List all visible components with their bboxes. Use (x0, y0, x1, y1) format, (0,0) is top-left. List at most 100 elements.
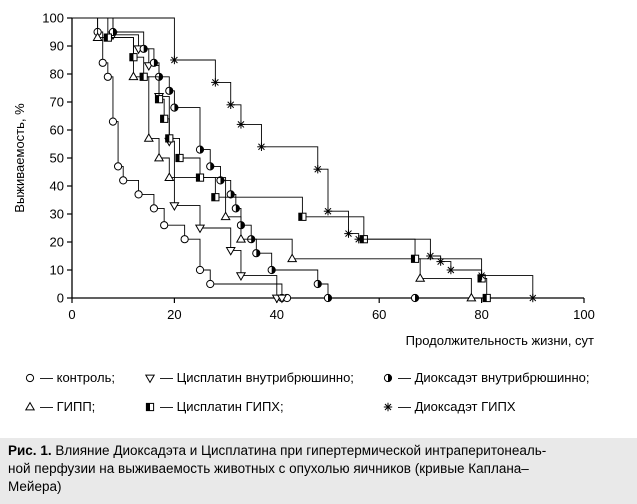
caption-line-3: Мейера) (8, 479, 62, 494)
data-point (119, 176, 128, 185)
marker-shape (149, 204, 159, 213)
data-point (195, 145, 205, 154)
data-point (235, 233, 247, 243)
marker-fill (271, 266, 276, 274)
marker-fill (240, 221, 245, 229)
marker-shape (153, 152, 165, 162)
data-point (139, 44, 148, 53)
data-point (344, 229, 353, 238)
data-point (216, 176, 225, 185)
data-point (113, 162, 123, 171)
marker-fill (256, 249, 260, 257)
marker-shape (220, 211, 231, 221)
data-point (231, 204, 240, 213)
marker-fill (160, 115, 165, 123)
data-point (482, 293, 491, 303)
y-tick-label: 40 (50, 179, 64, 194)
marker-fill (415, 294, 419, 302)
y-tick-label: 50 (50, 151, 64, 166)
marker-shape (235, 233, 247, 243)
marker-fill (196, 174, 200, 182)
marker-shape (164, 172, 175, 181)
marker-stroke (427, 252, 434, 260)
survival-curves (72, 17, 537, 304)
legend-item: — Диоксадэт внутрибрюшинно; (383, 370, 589, 385)
x-tick-label: 100 (573, 307, 595, 322)
marker-shape (128, 71, 139, 81)
caption-label: Рис. 1. (8, 443, 52, 458)
survival-chart: 0 10 20 30 40 50 60 70 80 90 100 0 20 40 60 80 100 Выжив… (12, 11, 595, 415)
data-point (323, 293, 333, 303)
data-point (160, 114, 169, 123)
marker-fill (220, 176, 225, 184)
data-point (410, 293, 420, 303)
marker-shape (287, 253, 298, 263)
y-axis-label: Выживаемость, % (12, 103, 27, 213)
marker-fill (143, 45, 148, 53)
data-point (235, 272, 247, 282)
x-tick-label: 20 (167, 307, 181, 322)
marker-fill (159, 73, 163, 81)
data-point (195, 265, 205, 275)
data-point (165, 86, 174, 95)
marker-shape (206, 279, 215, 289)
marker-stroke (324, 207, 332, 215)
marker-stroke (478, 272, 485, 279)
chart-figure: 0 10 20 30 40 50 60 70 80 90 100 0 20 40 60 80 100 Выжив… (12, 10, 595, 415)
data-point (298, 212, 307, 221)
data-point (466, 292, 477, 302)
marker-shape (194, 224, 206, 234)
data-point (226, 100, 235, 109)
ticks: 0 10 20 30 40 50 60 70 80 90 100 0 20 40 60 80 100 (42, 11, 595, 323)
marker-fill (483, 294, 487, 302)
marker-stroke (447, 266, 455, 274)
data-point (170, 103, 179, 112)
legend-item: — Цисплатин внутрибрюшинно; (144, 370, 354, 385)
y-tick-label: 90 (50, 39, 64, 54)
data-point (206, 162, 215, 171)
data-point (153, 152, 165, 162)
data-point (143, 132, 154, 142)
data-point (220, 211, 231, 221)
x-tick-label: 0 (68, 307, 75, 322)
legend-label: — Диоксадэт внутрибрюшинно; (398, 370, 589, 385)
data-point (164, 172, 175, 181)
data-point (108, 117, 118, 126)
marker-shape (195, 265, 205, 275)
legend-marker (25, 373, 35, 383)
data-point (98, 58, 107, 67)
marker-shape (225, 247, 236, 256)
marker-fill (175, 154, 180, 162)
data-point (426, 251, 435, 261)
data-point (436, 257, 445, 266)
marker-shape (235, 272, 247, 282)
x-tick-label: 80 (474, 307, 488, 322)
marker-shape (119, 176, 128, 185)
data-point (267, 265, 276, 275)
data-point (103, 33, 112, 42)
data-point (139, 72, 148, 81)
figure-caption: Рис. 1. Влияние Диоксадэта и Цисплатина … (0, 438, 637, 504)
caption-line-1: Влияние Диоксадэта и Цисплатина при гипе… (51, 443, 547, 458)
legend-marker (24, 401, 36, 411)
marker-shape (143, 132, 154, 142)
marker-fill (317, 280, 322, 288)
marker-shape (103, 72, 112, 81)
legend-item: — контроль; (25, 370, 115, 385)
marker-fill (478, 274, 482, 282)
marker-stroke (529, 294, 537, 302)
marker-fill (140, 73, 144, 81)
legend-item: — Диоксадэт ГИПХ (383, 399, 516, 414)
data-point (194, 224, 206, 234)
series-2 (72, 17, 420, 303)
marker-fill (112, 28, 117, 36)
marker-fill (235, 204, 240, 212)
data-point (149, 58, 159, 67)
marker-fill (211, 193, 216, 201)
data-point (160, 221, 169, 230)
data-point (354, 235, 363, 244)
marker-shape (169, 202, 180, 212)
y-tick-label: 30 (50, 207, 64, 222)
data-point (323, 207, 333, 216)
marker-shape (160, 221, 169, 230)
